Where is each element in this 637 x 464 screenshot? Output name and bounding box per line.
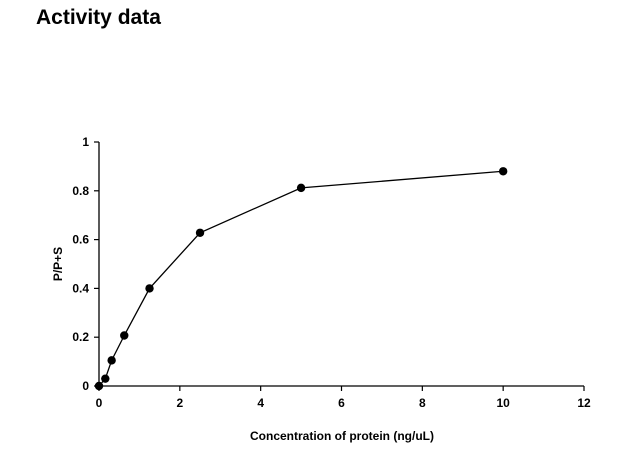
page-title: Activity data	[36, 6, 161, 29]
y-tick-label: 0.2	[72, 330, 89, 344]
y-tick-label: 0.6	[72, 233, 89, 247]
data-point	[498, 167, 508, 176]
data-point	[94, 381, 104, 391]
data-point	[101, 374, 110, 383]
y-axis-label: P/P+S	[51, 247, 65, 281]
x-tick-label: 10	[496, 396, 510, 410]
y-tick-label: 0.8	[72, 184, 89, 198]
x-tick-label: 0	[96, 396, 103, 410]
x-tick-label: 2	[176, 396, 183, 410]
data-point	[120, 331, 129, 340]
y-tick-label: 0.4	[72, 281, 89, 295]
data-point	[107, 356, 116, 365]
data-point	[296, 183, 306, 193]
x-tick-label: 4	[257, 396, 264, 410]
y-tick-label: 0	[82, 379, 89, 393]
x-tick-label: 8	[419, 396, 426, 410]
plot-area	[94, 167, 508, 391]
x-axis-label: Concentration of protein (ng/uL)	[250, 429, 434, 443]
chart-axes: 00.20.40.60.810 2 4 6 8 10 12	[72, 135, 591, 410]
x-tick-label: 6	[338, 396, 345, 410]
data-point	[195, 228, 205, 237]
data-point	[145, 284, 154, 293]
y-tick-label: 1	[82, 135, 89, 149]
x-tick-label: 12	[577, 396, 591, 410]
series-line	[98, 170, 504, 387]
